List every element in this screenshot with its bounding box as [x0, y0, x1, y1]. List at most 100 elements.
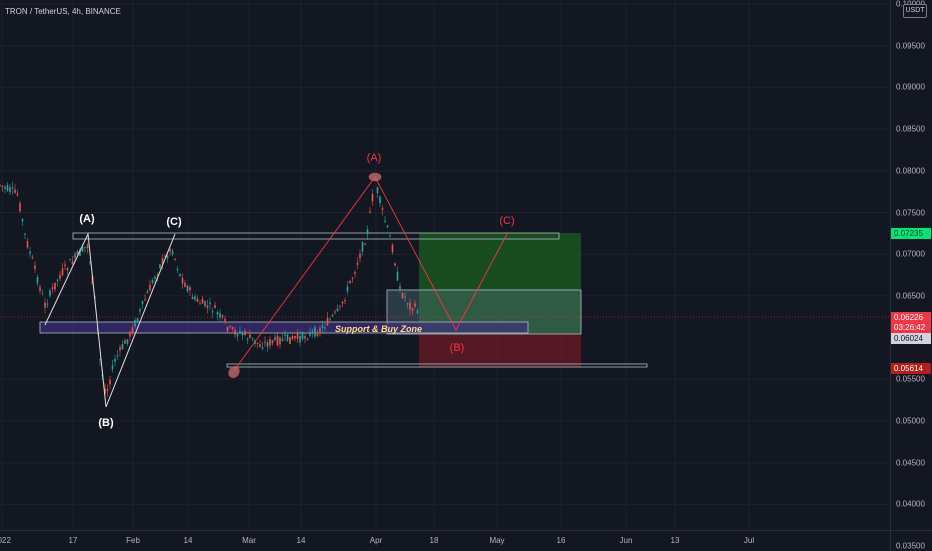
candle-body — [269, 339, 271, 346]
candle-body — [359, 253, 361, 259]
wave-pivot-bottom[interactable] — [226, 364, 241, 380]
time-tick-label: Apr — [369, 536, 383, 545]
candle-body — [199, 303, 201, 305]
candle-body — [166, 255, 169, 259]
candle-body — [351, 278, 354, 280]
candle-body — [26, 241, 29, 248]
candle-body — [209, 302, 211, 305]
candle-body — [139, 309, 141, 312]
candle-body — [39, 286, 41, 291]
candle-body — [339, 305, 341, 307]
symbol-title[interactable]: TRON / TetherUS, 4h, BINANCE — [5, 7, 121, 16]
candle-body — [136, 318, 139, 322]
candle-body — [186, 285, 189, 292]
candle-body — [326, 317, 329, 326]
candle-body — [291, 336, 294, 340]
candle-body — [336, 308, 339, 311]
candle-body — [179, 273, 181, 277]
wave-line-left[interactable] — [44, 232, 176, 408]
candle-body — [104, 388, 106, 394]
candle-body — [11, 187, 14, 189]
last-price-tag: 0.06226 — [891, 312, 931, 323]
candle-body — [124, 340, 126, 344]
candle-body — [156, 274, 159, 276]
candle-body — [416, 310, 419, 314]
candle-body — [361, 241, 364, 252]
price-chart[interactable] — [0, 0, 890, 547]
candle-body — [84, 247, 86, 249]
time-tick-label: Mar — [242, 536, 256, 545]
candle-body — [194, 296, 196, 300]
price-tick-label: 0.07000 — [896, 249, 925, 259]
candle-body — [114, 358, 116, 362]
candle-body — [366, 229, 369, 235]
candle-body — [334, 311, 336, 313]
candle-body — [319, 328, 321, 333]
candle-body — [229, 325, 231, 327]
candle-body — [56, 279, 59, 281]
low-zone[interactable] — [226, 363, 648, 368]
candle-body — [79, 249, 81, 256]
candle-body — [284, 334, 286, 336]
candle-body — [109, 379, 111, 385]
candle-body — [189, 287, 191, 291]
price-tick-label: 0.03500 — [896, 541, 925, 551]
candle-body — [6, 184, 9, 191]
candle-body — [99, 359, 101, 361]
candle-body — [346, 286, 349, 292]
candle-body — [274, 337, 276, 341]
candle-body — [411, 308, 414, 311]
candle-body — [406, 303, 409, 305]
price-tick-label: 0.09500 — [896, 41, 925, 51]
wave-label-right-b: (B) — [449, 342, 465, 354]
candle-body — [71, 261, 74, 265]
chart-area[interactable]: TRON / TetherUS, 4h, BINANCE (A) (B) (C)… — [0, 0, 890, 547]
candle-body — [266, 342, 269, 347]
time-axis[interactable]: 2022 17 Feb 14 Mar 14 Apr 18 May 16 Jun 13 Jul — [0, 530, 890, 551]
candle-body — [379, 196, 381, 204]
time-tick-label: May — [489, 536, 505, 545]
candle-body — [46, 303, 49, 305]
candle-body — [404, 296, 406, 298]
candle-body — [0, 184, 1, 186]
currency-button[interactable]: USDT — [903, 4, 927, 18]
wave-label-left-b: (B) — [98, 417, 114, 429]
candle-body — [244, 331, 246, 335]
candle-body — [181, 277, 184, 284]
candle-body — [89, 262, 91, 264]
candle-body — [369, 211, 371, 213]
candle-body — [149, 284, 151, 291]
candle-body — [256, 342, 259, 344]
loss-zone[interactable] — [419, 334, 581, 367]
wave-pivot-top[interactable] — [368, 172, 382, 182]
price-tick-label: 0.05500 — [896, 374, 925, 384]
time-tick-label: 2022 — [0, 536, 11, 545]
support-zone[interactable] — [39, 321, 529, 334]
time-tick-label: 13 — [670, 536, 680, 545]
candlesticks — [0, 175, 419, 397]
price-axis[interactable]: 0.100000.095000.090000.085000.080000.075… — [890, 0, 932, 551]
candle-body — [394, 263, 396, 266]
wave-label-right-a: (A) — [366, 152, 382, 164]
candle-body — [51, 287, 54, 289]
candle-body — [349, 280, 351, 284]
candle-body — [316, 334, 319, 336]
candle-body — [169, 248, 171, 252]
candle-body — [239, 330, 241, 333]
candle-body — [134, 320, 136, 327]
candle-body — [174, 258, 176, 260]
candle-body — [386, 225, 389, 228]
candle-body — [171, 250, 174, 255]
candle-body — [276, 335, 279, 346]
candle-body — [249, 334, 251, 338]
time-tick-label: 14 — [296, 536, 306, 545]
candle-body — [29, 251, 31, 254]
candle-body — [196, 298, 199, 302]
candle-body — [331, 315, 334, 317]
profit-zone[interactable] — [419, 233, 581, 334]
resistance-zone[interactable] — [72, 232, 560, 240]
wave-line-right[interactable] — [232, 176, 509, 373]
price-tick-label: 0.04500 — [896, 458, 925, 468]
candle-body — [36, 276, 39, 284]
candle-body — [391, 245, 394, 253]
